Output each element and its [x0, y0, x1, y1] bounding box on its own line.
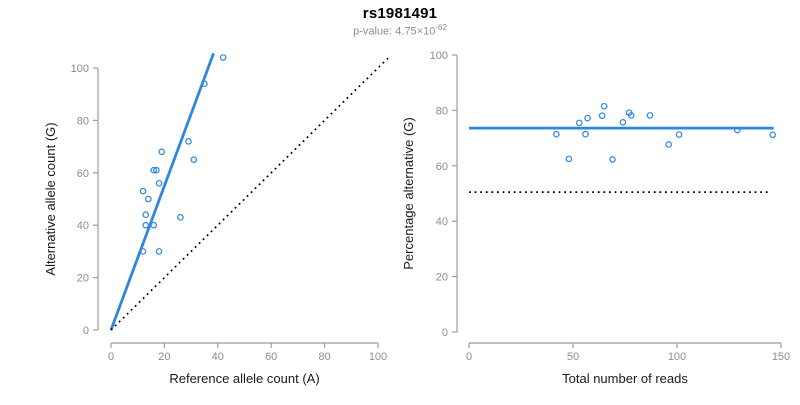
data-point — [769, 131, 776, 139]
x-axis-tick-label: 60 — [265, 351, 277, 363]
x-axis-tick-label: 100 — [369, 351, 387, 363]
data-point — [158, 148, 166, 156]
percentage-vs-coverage-plot: 0 20 40 60 80 100 0 50 100 150 Total number of rea… — [401, 50, 790, 386]
data-point — [627, 112, 635, 119]
data-point — [553, 130, 560, 138]
x-axis-tick-label: 40 — [212, 351, 224, 363]
x-axis-tick-label: 0 — [108, 351, 114, 363]
y-axis-tick-label: 0 — [83, 325, 89, 337]
data-point — [609, 156, 616, 163]
data-point — [155, 179, 163, 187]
y-axis-tick-label: 60 — [436, 161, 448, 173]
y-axis-tick-label: 100 — [71, 63, 89, 75]
y-axis-tick-label: 60 — [77, 168, 89, 180]
x-axis-tick-label: 80 — [318, 351, 330, 363]
y-axis-tick-label: 100 — [430, 50, 448, 62]
x-axis-tick-label: 0 — [466, 351, 472, 363]
y-axis-tick-label: 20 — [77, 273, 89, 285]
data-point — [150, 166, 158, 174]
data-point — [145, 195, 152, 203]
x-axis-title: Total number of reads — [562, 371, 688, 386]
data-point — [619, 119, 627, 126]
data-point — [190, 156, 198, 164]
data-point — [665, 141, 672, 148]
data-point — [565, 155, 573, 163]
data-point — [153, 166, 160, 174]
y-axis-tick-label: 80 — [77, 115, 89, 127]
x-axis-title: Reference allele count (A) — [169, 371, 319, 386]
y-axis-tick-label: 80 — [436, 105, 448, 117]
y-axis-tick-label: 40 — [436, 216, 448, 228]
data-point — [734, 126, 741, 134]
data-point — [155, 248, 163, 255]
y-axis-title: Percentage alternative (G) — [401, 117, 416, 269]
data-point — [150, 221, 158, 229]
y-axis-tick-label: 40 — [77, 220, 89, 232]
data-point — [185, 138, 192, 145]
y-axis-tick-label: 0 — [442, 327, 448, 339]
data-point — [600, 102, 608, 110]
allele-counts-plot: 0 20 40 60 80 100 0 20 40 60 80 100 Reference allele… — [43, 52, 390, 386]
fitted-ratio-line — [109, 52, 215, 331]
data-point — [201, 80, 208, 88]
data-point — [575, 119, 583, 127]
x-axis-tick-label: 100 — [668, 351, 686, 363]
data-point — [675, 131, 683, 138]
y-axis-title: Alternative allele count (G) — [43, 122, 58, 275]
x-axis-tick-label: 20 — [158, 351, 170, 363]
data-point — [598, 112, 606, 119]
data-point — [646, 112, 654, 119]
y-axis-tick-label: 20 — [436, 272, 448, 284]
data-point — [142, 211, 150, 219]
data-point — [142, 221, 150, 229]
x-axis-tick-label: 150 — [772, 351, 790, 363]
data-point — [584, 114, 591, 122]
data-point — [139, 248, 147, 255]
identity-line — [110, 56, 390, 331]
data-point — [177, 214, 184, 221]
x-axis-tick-label: 50 — [567, 351, 579, 363]
data-point — [219, 54, 227, 61]
data-point — [582, 130, 589, 138]
data-point — [139, 187, 147, 195]
